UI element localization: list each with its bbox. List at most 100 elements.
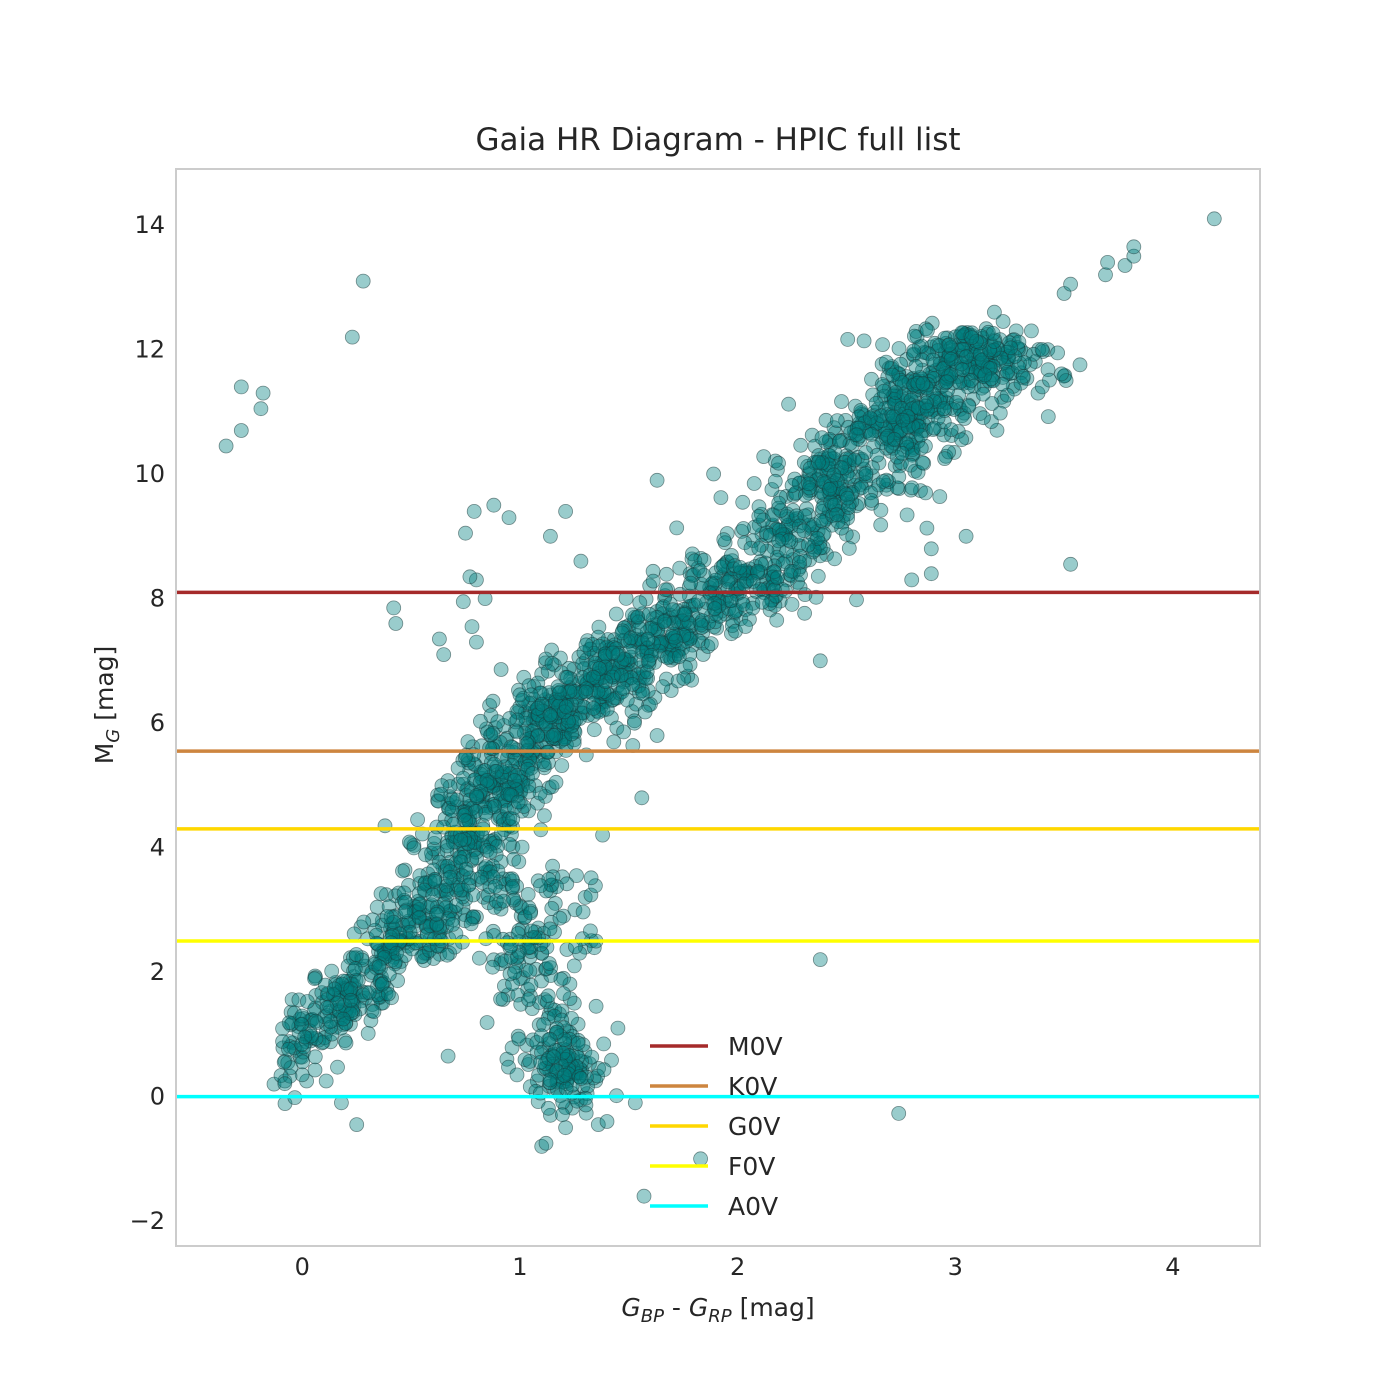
- data-point: [431, 854, 447, 870]
- data-point: [826, 467, 842, 483]
- data-point: [1040, 409, 1056, 425]
- data-point: [505, 879, 520, 894]
- x-tick-label: 0: [295, 1253, 310, 1281]
- data-point: [915, 375, 931, 391]
- y-tick-label: 14: [134, 211, 165, 239]
- legend-label: A0V: [728, 1192, 778, 1221]
- data-point: [514, 839, 530, 855]
- data-point: [457, 750, 473, 766]
- data-point: [544, 779, 560, 795]
- data-point: [683, 575, 698, 591]
- data-point: [759, 543, 775, 559]
- data-point: [479, 1015, 495, 1030]
- data-point: [645, 573, 661, 589]
- data-point: [468, 634, 484, 650]
- data-point: [907, 328, 922, 344]
- data-point: [389, 945, 404, 961]
- data-point: [668, 633, 684, 649]
- data-point: [586, 669, 601, 685]
- data-point: [856, 333, 872, 349]
- y-tick-label: 8: [150, 585, 165, 613]
- data-point: [767, 582, 782, 598]
- data-point: [406, 840, 422, 856]
- legend-label: G0V: [728, 1112, 780, 1141]
- y-axis-label: MG [mag]: [90, 646, 124, 765]
- data-point: [939, 374, 955, 390]
- data-point: [556, 970, 571, 986]
- data-point: [307, 1062, 323, 1078]
- data-point: [330, 1059, 345, 1075]
- data-point: [488, 764, 504, 779]
- data-point: [918, 485, 933, 501]
- data-point: [958, 430, 974, 446]
- data-point: [553, 971, 569, 987]
- data-point: [338, 1035, 354, 1051]
- data-point: [346, 926, 362, 942]
- data-point: [812, 653, 828, 669]
- data-point: [926, 420, 942, 436]
- data-point: [1100, 254, 1115, 270]
- data-point: [724, 626, 739, 642]
- data-point: [875, 473, 891, 489]
- data-point: [487, 879, 503, 894]
- data-point: [649, 472, 665, 488]
- y-axis-label-sub: G: [103, 729, 124, 743]
- data-point: [703, 636, 719, 651]
- data-point: [536, 757, 552, 773]
- data-point: [655, 679, 671, 694]
- data-point: [792, 548, 808, 564]
- data-point: [277, 1076, 293, 1092]
- data-point: [923, 541, 939, 557]
- data-point: [439, 947, 455, 963]
- data-point: [557, 1068, 572, 1083]
- data-point: [706, 466, 721, 482]
- data-point: [540, 988, 556, 1004]
- data-point: [378, 887, 394, 903]
- data-point: [754, 594, 770, 610]
- data-point: [1024, 323, 1039, 339]
- data-point: [771, 533, 786, 549]
- data-point: [377, 818, 393, 834]
- data-point: [519, 736, 535, 752]
- data-point: [471, 950, 487, 966]
- data-point: [904, 572, 920, 588]
- data-point: [319, 1000, 335, 1015]
- data-point: [665, 602, 681, 618]
- data-point: [369, 935, 385, 951]
- data-point: [299, 994, 315, 1009]
- data-point: [913, 427, 929, 443]
- data-point: [323, 1014, 338, 1029]
- data-point: [327, 981, 342, 997]
- data-point: [586, 722, 602, 738]
- data-point: [1056, 368, 1072, 384]
- data-point: [875, 337, 890, 353]
- data-point: [546, 1049, 562, 1065]
- data-point: [525, 766, 540, 781]
- data-point: [596, 1062, 612, 1078]
- data-point: [469, 788, 484, 804]
- data-point: [751, 541, 767, 556]
- data-point: [989, 422, 1005, 438]
- data-point: [281, 1015, 297, 1031]
- x-axis-label-g2: G: [689, 1293, 708, 1322]
- data-point: [919, 395, 934, 411]
- data-point: [797, 605, 812, 621]
- data-point: [541, 956, 557, 971]
- data-point: [932, 489, 948, 505]
- data-point: [975, 386, 991, 402]
- data-point: [961, 398, 977, 414]
- data-point: [493, 854, 509, 870]
- data-point: [455, 594, 471, 610]
- data-point: [1008, 323, 1024, 339]
- data-point: [544, 901, 560, 916]
- data-point: [812, 548, 828, 564]
- data-point: [412, 896, 428, 912]
- data-point: [804, 427, 820, 443]
- data-point: [464, 619, 480, 634]
- data-point: [449, 792, 465, 808]
- data-point: [294, 1067, 310, 1083]
- data-point: [558, 503, 573, 519]
- data-point: [556, 986, 571, 1001]
- data-point: [632, 595, 648, 611]
- data-point: [849, 592, 864, 608]
